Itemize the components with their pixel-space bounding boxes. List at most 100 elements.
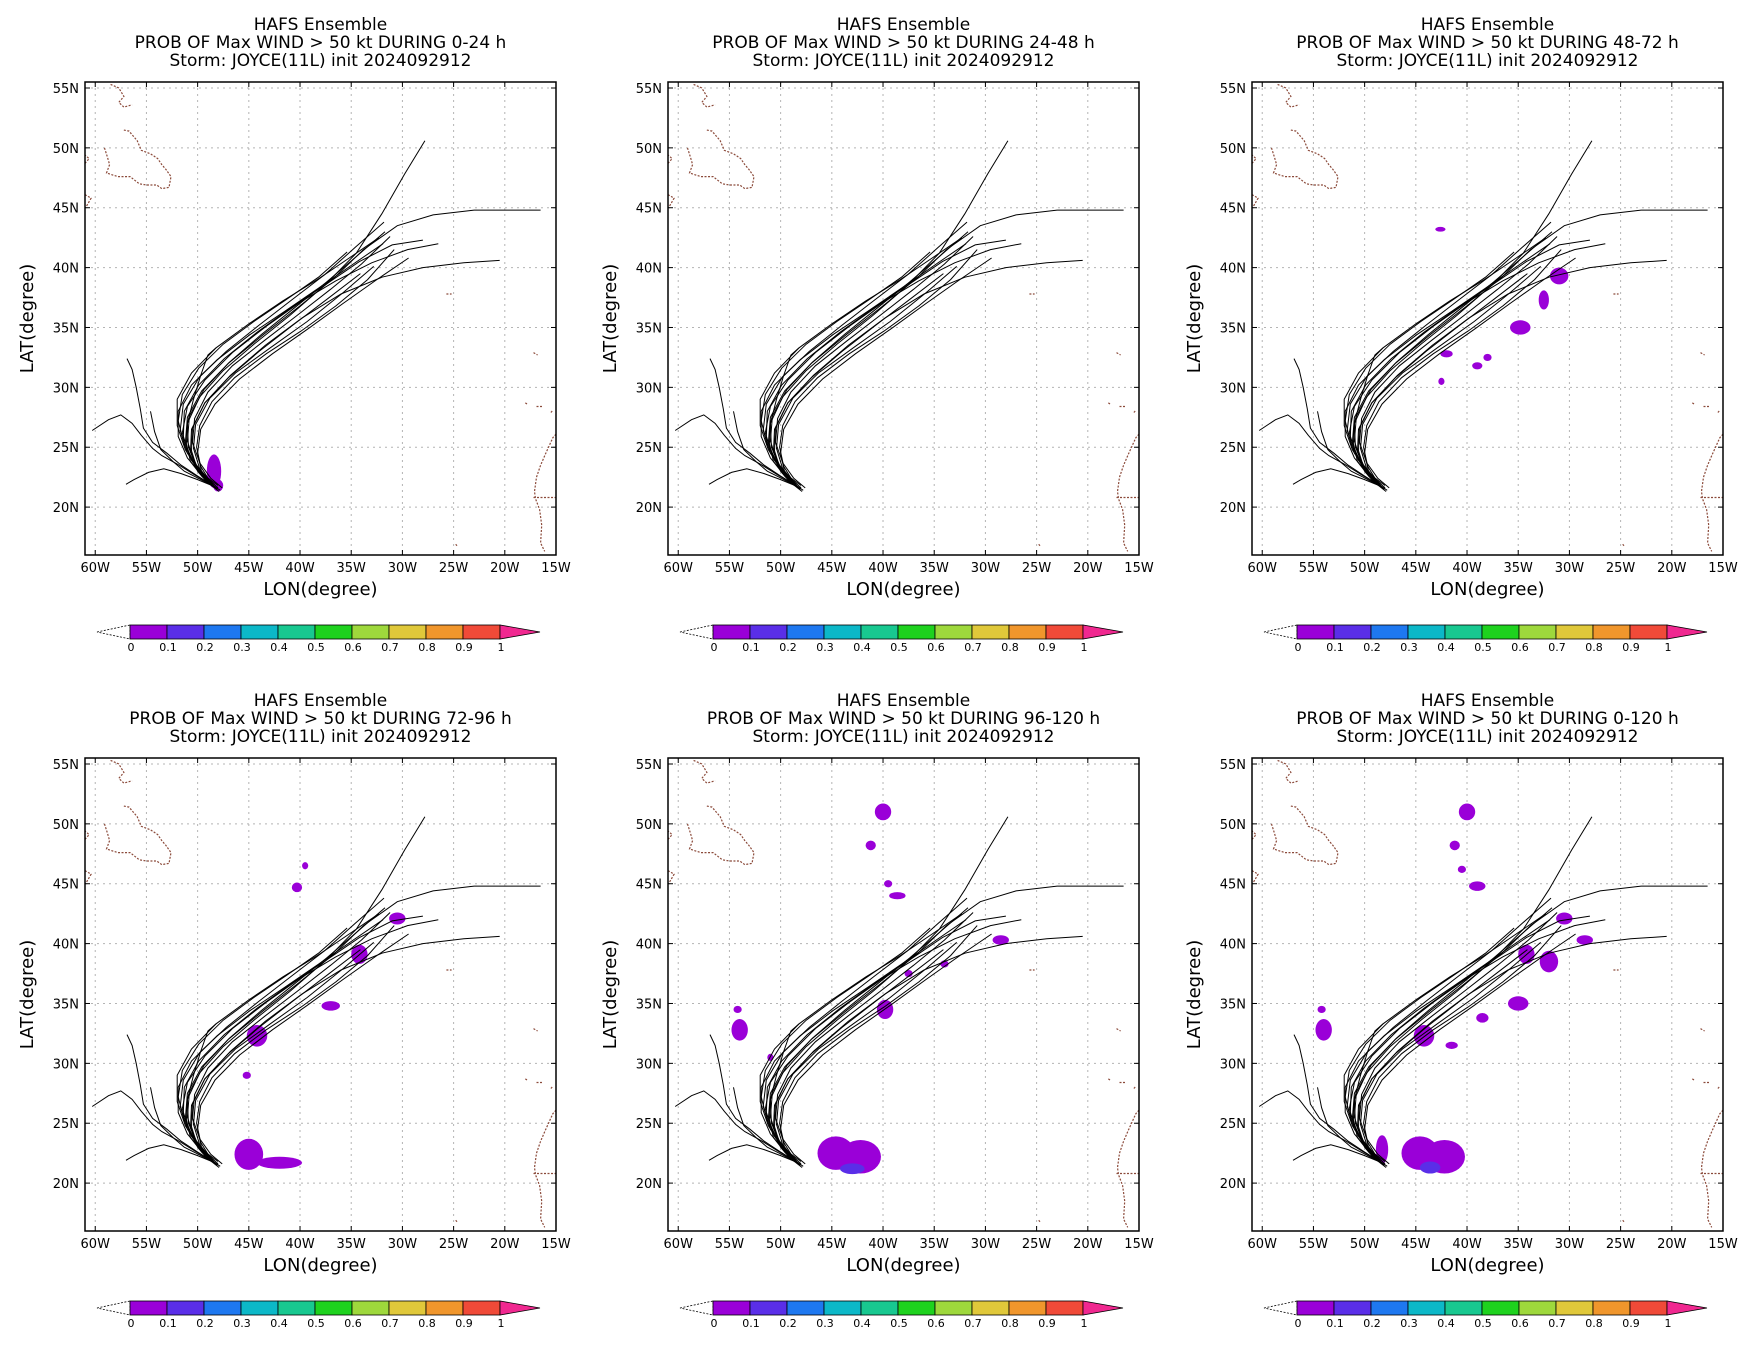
y-tick-label: 50N (636, 142, 662, 157)
plot-frame (1251, 757, 1724, 1232)
colorbar: 0 0.1 0.2 0.3 0.4 0.5 0.6 0.7 0.8 0.9 1 (1263, 624, 1708, 654)
colorbar-label: 1 (1665, 641, 1672, 654)
y-tick-label: 40N (636, 938, 662, 953)
colorbar-label: 1 (1081, 1317, 1088, 1330)
colorbar-segment (240, 1300, 279, 1316)
x-tick-label: 45W (1401, 1237, 1431, 1252)
coastline (1700, 1109, 1723, 1228)
coastline (1133, 1085, 1137, 1089)
colorbar-segment (786, 1300, 825, 1316)
ensemble-track (177, 251, 348, 480)
ensemble-track (196, 249, 395, 489)
ensemble-track (764, 243, 1022, 485)
coastline (85, 870, 92, 885)
colorbar-over-triangle (1082, 624, 1124, 640)
y-tick-label: 45N (53, 878, 79, 893)
colorbar-label: 0 (128, 641, 135, 654)
colorbar-over-triangle (1666, 624, 1708, 640)
y-tick-label: 25N (636, 1117, 662, 1132)
colorbar-segment (934, 1300, 973, 1316)
probability-region (234, 1138, 264, 1170)
colorbar-label: 0.1 (159, 1317, 177, 1330)
colorbar-segment (1481, 624, 1520, 640)
colorbar-label: 0.4 (270, 641, 288, 654)
colorbar-label: 1 (498, 641, 505, 654)
colorbar-segment (1370, 1300, 1409, 1316)
x-tick-label: 40W (1452, 1237, 1482, 1252)
panel-title-line: HAFS Ensemble (837, 15, 970, 35)
plot-frame (667, 81, 1140, 556)
coastline (110, 759, 133, 784)
x-tick-label: 25W (439, 561, 469, 576)
x-tick-label: 50W (183, 1237, 213, 1252)
colorbar-segment (749, 624, 788, 640)
x-tick-label: 60W (1248, 1237, 1278, 1252)
ensemble-track (91, 1090, 210, 1160)
colorbar: 0 0.1 0.2 0.3 0.4 0.5 0.6 0.7 0.8 0.9 1 (1263, 1300, 1708, 1330)
colorbar-label: 0.6 (1511, 641, 1529, 654)
probability-region (733, 1005, 742, 1014)
y-tick-label: 50N (53, 818, 79, 833)
coastline (1116, 433, 1139, 552)
y-tick-label: 35N (636, 997, 662, 1012)
y-tick-label: 30N (636, 1057, 662, 1072)
panel-title-line: PROB OF Max WIND > 50 kt DURING 0-24 h (135, 33, 507, 53)
ensemble-track (774, 912, 974, 1165)
colorbar-label: 0.3 (816, 1317, 834, 1330)
y-tick-label: 40N (1220, 262, 1246, 277)
panel-title-line: HAFS Ensemble (254, 15, 387, 35)
y-tick-label: 45N (636, 202, 662, 217)
x-tick-label: 55W (1299, 561, 1329, 576)
colorbar-segment (351, 624, 390, 640)
colorbar-segment (1333, 1300, 1372, 1316)
ensemble-track (780, 933, 992, 1168)
colorbar-segment (712, 624, 751, 640)
coastline (533, 1109, 556, 1228)
panel-title-line: Storm: JOYCE(11L) init 2024092912 (170, 727, 472, 747)
colorbar-segment (1008, 1300, 1047, 1316)
y-tick-label: 35N (1220, 321, 1246, 336)
colorbar-segment (712, 1300, 751, 1316)
colorbar-label: 0.5 (1474, 1317, 1492, 1330)
ensemble-track (191, 912, 391, 1165)
coastline (1277, 759, 1300, 784)
colorbar-label: 0.2 (1363, 641, 1381, 654)
ensemble-track (1349, 239, 1590, 488)
y-axis-label: LAT(degree) (600, 940, 621, 1049)
x-tick-label: 35W (1504, 1237, 1534, 1252)
colorbar-label: 0.5 (1474, 641, 1492, 654)
x-axis-label: LON(degree) (263, 579, 377, 600)
probability-region (302, 862, 309, 870)
x-tick-label: 15W (1124, 561, 1154, 576)
probability-region (1317, 1005, 1326, 1014)
coastline (693, 83, 716, 108)
ensemble-track (1344, 251, 1515, 480)
colorbar-label: 0.2 (779, 1317, 797, 1330)
probability-region (1469, 881, 1486, 891)
colorbar-under-triangle (96, 624, 131, 640)
colorbar-segment (129, 624, 168, 640)
probability-region (1440, 350, 1453, 358)
ensemble-track (1363, 925, 1562, 1165)
panel-title-line: Storm: JOYCE(11L) init 2024092912 (1337, 51, 1639, 71)
ensemble-track (674, 1090, 793, 1160)
ensemble-track (1344, 243, 1551, 485)
x-tick-label: 20W (1657, 1237, 1687, 1252)
probability-region (1507, 996, 1529, 1011)
y-axis-label: LAT(degree) (17, 264, 38, 373)
colorbar-segment (1296, 1300, 1335, 1316)
colorbar-segment (1407, 624, 1446, 640)
colorbar-label: 1 (1081, 641, 1088, 654)
colorbar-segment (1629, 624, 1668, 640)
colorbar-segment (1592, 624, 1631, 640)
y-tick-label: 55N (53, 82, 79, 97)
x-axis-label: LON(degree) (1430, 579, 1544, 600)
colorbar-over-triangle (499, 1300, 541, 1316)
ensemble-track (176, 237, 380, 483)
ensemble-track (181, 919, 439, 1161)
probability-region (1538, 290, 1549, 310)
colorbar-segment (166, 624, 205, 640)
coastline (668, 870, 675, 885)
panel-title-line: Storm: JOYCE(11L) init 2024092912 (753, 51, 1055, 71)
